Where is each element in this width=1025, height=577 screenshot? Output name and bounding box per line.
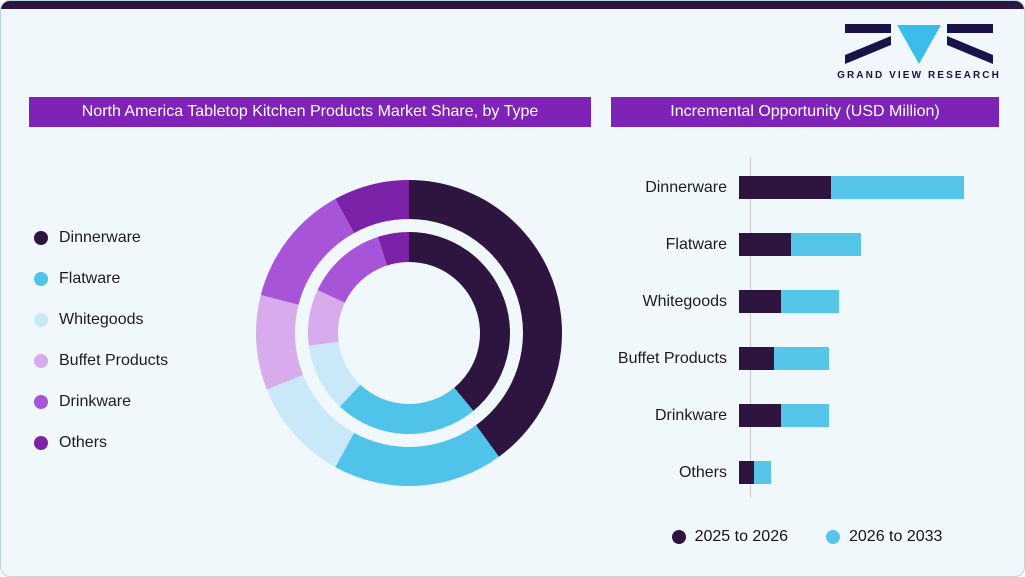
- legend-item-buffet-products: Buffet Products: [34, 350, 168, 372]
- bar-category-label: Whitegoods: [642, 292, 728, 310]
- legend-label: Buffet Products: [59, 352, 169, 369]
- donut-segment-inner-dinnerware: [409, 232, 510, 411]
- donut-segment-outer-dinnerware: [409, 180, 562, 457]
- bar-segment-2025-2026: [739, 461, 754, 484]
- bar-category-label: Drinkware: [654, 406, 727, 424]
- bar-legend-item-2026-2033: 2026 to 2033: [826, 528, 942, 546]
- bar-category-label: Buffet Products: [617, 349, 727, 367]
- donut-segment-outer-drinkware: [260, 198, 355, 305]
- bar-legend-swatch-2025-2026: [671, 530, 686, 544]
- bar-row-dinnerware: Dinnerware: [607, 159, 964, 216]
- bar-segment-2025-2026: [739, 290, 781, 313]
- donut-legend: Dinnerware Flatware Whitegoods Buffet Produ…: [34, 227, 168, 454]
- legend-item-drinkware: Drinkware: [34, 391, 168, 413]
- bar-legend-label-2026-2033: 2026 to 2033: [849, 528, 943, 545]
- logo-g-glyph-stripe: [845, 36, 891, 64]
- bar-row-others: Others: [607, 444, 964, 501]
- donut-segment-inner-buffet-products: [308, 289, 345, 346]
- logo-r-glyph: [947, 24, 993, 33]
- donut-segment-inner-others: [377, 232, 409, 266]
- legend-label: Whitegoods: [59, 311, 144, 328]
- donut-segment-outer-flatware: [335, 425, 499, 486]
- legend-item-dinnerware: Dinnerware: [34, 227, 168, 249]
- gvr-logo: GRAND VIEW RESEARCH: [837, 21, 1001, 81]
- donut-segment-outer-buffet-products: [256, 294, 304, 390]
- legend-label: Dinnerware: [59, 229, 141, 246]
- legend-item-others: Others: [34, 432, 168, 454]
- legend-swatch: [34, 354, 48, 368]
- bar-track: [739, 233, 861, 256]
- bar-track: [739, 404, 829, 427]
- bar-category-label: Dinnerware: [645, 178, 727, 196]
- logo-v-triangle: [897, 25, 941, 64]
- bar-segment-2026-2033: [791, 233, 861, 256]
- donut-segment-inner-drinkware: [317, 236, 388, 303]
- donut-chart-wrap: [255, 179, 563, 487]
- bar-axis-line: [750, 157, 751, 497]
- legend-swatch: [34, 231, 48, 245]
- bar-legend-label-2025-2026: 2025 to 2026: [694, 528, 788, 545]
- bar-track: [739, 290, 839, 313]
- gvr-logo-mark: [845, 24, 993, 64]
- opportunity-title: Incremental Opportunity (USD Million): [611, 97, 999, 127]
- donut-segment-outer-others: [335, 180, 409, 234]
- bar-segment-2025-2026: [739, 176, 831, 199]
- logo-r-glyph-stripe: [947, 36, 993, 64]
- legend-label: Drinkware: [59, 393, 132, 410]
- bar-row-drinkware: Drinkware: [607, 387, 964, 444]
- bar-track: [739, 176, 964, 199]
- legend-item-flatware: Flatware: [34, 268, 168, 290]
- legend-label: Flatware: [59, 270, 121, 287]
- bar-legend-swatch-2026-2033: [826, 530, 840, 544]
- bar-rows: Dinnerware Flatware Whitegoods Buffet Produ…: [607, 159, 964, 501]
- logo-g-glyph: [845, 24, 891, 33]
- legend-swatch: [34, 436, 48, 450]
- top-accent-bar: [1, 1, 1024, 9]
- donut-chart: [256, 180, 562, 486]
- bar-category-label: Others: [678, 463, 727, 481]
- bar-category-label: Flatware: [665, 235, 727, 253]
- legend-item-whitegoods: Whitegoods: [34, 309, 168, 331]
- bar-segment-2026-2033: [774, 347, 829, 370]
- bar-segment-2026-2033: [754, 461, 771, 484]
- bar-track: [739, 461, 771, 484]
- legend-swatch: [34, 313, 48, 327]
- bar-segment-2026-2033: [831, 176, 964, 199]
- bar-segment-2026-2033: [781, 290, 839, 313]
- bar-track: [739, 347, 829, 370]
- bar-segment-2026-2033: [781, 404, 829, 427]
- legend-swatch: [34, 272, 48, 286]
- market-share-title: North America Tabletop Kitchen Products …: [29, 97, 591, 127]
- logo-text: GRAND VIEW RESEARCH: [837, 70, 1001, 81]
- bar-legend-item-2025-2026: 2025 to 2026: [671, 528, 788, 546]
- bar-segment-2025-2026: [739, 347, 774, 370]
- donut-segment-inner-flatware: [339, 384, 474, 434]
- donut-segment-outer-whitegoods: [266, 374, 355, 468]
- bar-row-whitegoods: Whitegoods: [607, 273, 964, 330]
- donut-segment-inner-whitegoods: [308, 341, 361, 407]
- bar-segment-2025-2026: [739, 233, 791, 256]
- legend-label: Others: [59, 434, 108, 451]
- bar-row-flatware: Flatware: [607, 216, 964, 273]
- legend-swatch: [34, 395, 48, 409]
- bar-segment-2025-2026: [739, 404, 781, 427]
- bar-legend: 2025 to 2026 2026 to 2033: [611, 528, 1003, 546]
- bar-row-buffet-products: Buffet Products: [607, 330, 964, 387]
